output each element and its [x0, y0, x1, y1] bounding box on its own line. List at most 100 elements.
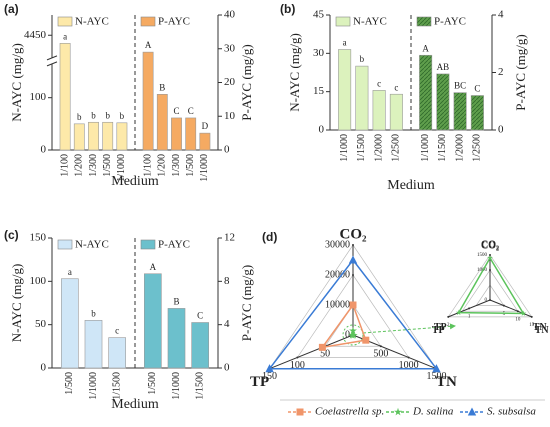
tick-label: 1 — [468, 315, 471, 320]
bar — [61, 278, 79, 369]
bar — [185, 117, 197, 151]
bar — [156, 94, 168, 151]
panel-label: (b) — [280, 2, 295, 16]
y2-axis-label: P-AYC (mg/g) — [513, 34, 528, 110]
radar-tick — [296, 356, 299, 359]
legend-swatch — [57, 16, 73, 27]
y2-tick-label: 0 — [224, 144, 230, 156]
significance-label: a — [63, 31, 67, 41]
significance-label: b — [120, 111, 125, 121]
radar-tick — [502, 304, 505, 307]
bar — [419, 54, 433, 131]
series-line — [320, 303, 367, 349]
significance-label: C — [474, 84, 480, 94]
significance-label: A — [150, 262, 157, 272]
grid-triangle — [447, 254, 533, 318]
marker — [349, 301, 357, 309]
legend-label: P-AYC — [158, 16, 190, 28]
tick-label: 10 — [515, 317, 521, 322]
y2-tick-label: 20 — [224, 76, 236, 88]
bar — [84, 320, 103, 369]
bar — [470, 95, 484, 131]
radar-tick — [489, 269, 491, 271]
radar-tick — [379, 345, 382, 348]
marker — [296, 408, 304, 416]
x-tick-label: 1/1000 — [199, 154, 210, 182]
bar — [102, 121, 114, 151]
y2-tick-label: 8 — [224, 275, 230, 287]
panel-label: (d) — [262, 230, 277, 244]
radar-tick — [468, 307, 471, 310]
y-axis-label: N-AYC (mg/g) — [9, 43, 24, 122]
x-tick-label: 1/1500 — [194, 372, 205, 400]
x-tick-label: 1/1500 — [111, 372, 122, 400]
x-tick-label: 1/500 — [147, 372, 158, 395]
bar — [73, 123, 85, 151]
marker — [265, 364, 274, 373]
axis-break — [46, 61, 58, 67]
radar-axis — [489, 299, 532, 318]
tick-label: 50 — [320, 349, 330, 360]
y2-tick-label: 0 — [498, 124, 504, 136]
y2-tick-label: 12 — [224, 232, 235, 244]
series-line — [268, 258, 438, 370]
bar — [355, 65, 369, 131]
bar — [108, 337, 126, 369]
tick-label: 1500 — [477, 253, 488, 258]
significance-label: AB — [437, 62, 450, 72]
legend-label: S. subsalsa — [487, 406, 536, 418]
bar — [191, 322, 209, 369]
legend-label: N-AYC — [75, 16, 109, 28]
x-tick-label: 1/1000 — [420, 134, 431, 162]
legend-label: Coelastrella sp. — [315, 406, 384, 418]
y-tick-label: 100 — [30, 275, 47, 287]
significance-label: C — [173, 106, 179, 116]
axis-break — [46, 55, 58, 61]
axis-name: TP — [432, 325, 445, 336]
x-tick-label: 1/1000 — [339, 134, 350, 162]
marker — [432, 364, 441, 373]
tick-label: 150 — [262, 371, 277, 382]
radar-tick — [516, 310, 519, 313]
y2-tick-label: 0 — [224, 362, 230, 374]
y-tick-label: 0 — [41, 144, 47, 156]
tick-label: 30000 — [325, 239, 350, 250]
x-axis-label: Medium — [387, 178, 435, 193]
significance-label: b — [360, 54, 365, 64]
x-tick-label: 1/2500 — [391, 134, 402, 162]
x-tick-label: 1/1000 — [171, 372, 182, 400]
x-tick-label: 1/500 — [102, 154, 113, 177]
bar — [338, 49, 352, 131]
y-tick-label: 0 — [319, 124, 325, 136]
significance-label: c — [377, 78, 381, 88]
radar-tick — [530, 315, 533, 318]
significance-label: C — [197, 311, 203, 321]
significance-label: c — [394, 82, 398, 92]
legend-label: P-AYC — [434, 16, 466, 28]
legend-swatch — [416, 16, 432, 27]
marker — [487, 255, 493, 261]
tick-label: 0 — [345, 329, 350, 340]
x-tick-label: 1/2000 — [373, 134, 384, 162]
marker — [467, 407, 477, 416]
y-tick-label: 150 — [30, 232, 47, 244]
marker — [455, 309, 462, 316]
grid-triangle — [461, 269, 519, 312]
legend-label: N-AYC — [353, 16, 387, 28]
x-tick-label: 1/1000 — [88, 372, 99, 400]
y-axis-label: N-AYC (mg/g) — [287, 33, 302, 112]
bar — [436, 73, 450, 131]
axis-break — [48, 57, 56, 64]
y-tick-label: 0 — [41, 362, 47, 374]
legend-swatch — [140, 16, 156, 27]
x-tick-label: 1/100 — [142, 154, 153, 177]
tick-label: 2 — [447, 323, 450, 328]
bar — [59, 43, 71, 151]
marker — [348, 331, 357, 339]
bar — [199, 132, 211, 151]
bar — [142, 51, 154, 151]
tick-label: 1500 — [426, 371, 446, 382]
bar — [389, 93, 403, 131]
y-tick-label: 45 — [313, 9, 325, 21]
